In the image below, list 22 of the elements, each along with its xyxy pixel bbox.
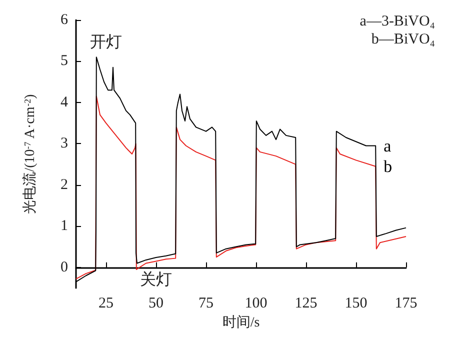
x-tick-label: 75 bbox=[198, 296, 214, 312]
x-tick-label: 50 bbox=[148, 296, 164, 312]
y-tick-label: 1 bbox=[60, 218, 68, 234]
y-axis-title: 光电流/(10-7 A·cm-2) bbox=[22, 94, 38, 214]
y-tick-label: 4 bbox=[60, 94, 68, 110]
y-tick-label: 6 bbox=[60, 12, 68, 28]
x-tick-label: 175 bbox=[394, 296, 418, 312]
y-tick-label: 3 bbox=[60, 136, 68, 152]
x-axis-title: 时间/s bbox=[222, 314, 260, 330]
series-label: b bbox=[384, 156, 392, 176]
series-label: a bbox=[384, 136, 392, 156]
x-tick-label: 125 bbox=[294, 296, 318, 312]
y-tick-label: 5 bbox=[60, 53, 68, 70]
annotation: b—BiVO₄ bbox=[371, 32, 436, 48]
annotation: 关灯 bbox=[140, 270, 172, 288]
x-tick-label: 100 bbox=[244, 296, 268, 312]
x-tick-label: 150 bbox=[344, 296, 368, 312]
y-tick-label: 2 bbox=[60, 176, 68, 193]
y-tick-label: 0 bbox=[60, 259, 68, 276]
annotation: a—3-BiVO₄ bbox=[360, 14, 436, 30]
x-tick-label: 25 bbox=[98, 296, 114, 312]
annotation: 开灯 bbox=[90, 34, 122, 52]
